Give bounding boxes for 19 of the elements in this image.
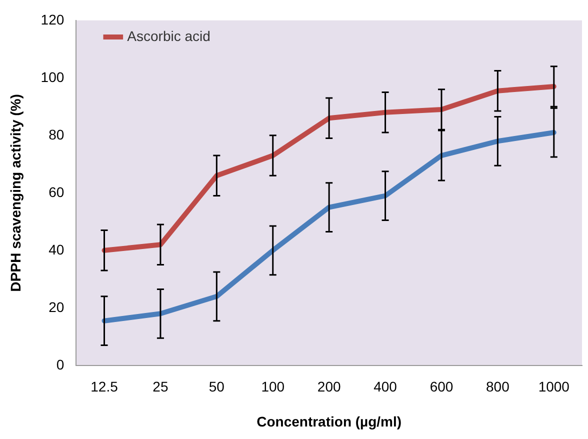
x-tick-label: 1000 <box>538 378 570 395</box>
y-tick-label: 100 <box>40 68 64 85</box>
x-tick-label: 600 <box>430 378 454 395</box>
y-tick-label: 0 <box>56 356 64 372</box>
y-tick-label: 20 <box>48 298 64 315</box>
x-tick-label: 25 <box>152 378 168 395</box>
x-tick-label: 800 <box>486 378 510 395</box>
x-axis-title: Concentration (µg/ml) <box>256 413 402 430</box>
y-tick-label: 60 <box>48 184 64 200</box>
x-tick-label: 200 <box>317 378 341 395</box>
x-tick-label: 50 <box>208 378 225 395</box>
legend-label: Ascorbic acid <box>127 28 210 44</box>
y-tick-label: 80 <box>48 126 64 142</box>
x-tick-label: 400 <box>374 378 398 395</box>
y-tick-label: 40 <box>48 241 64 258</box>
y-axis-title: DPPH scavenging activity (%) <box>7 94 24 292</box>
x-tick-label: 100 <box>261 378 285 395</box>
y-tick-label: 120 <box>40 11 64 28</box>
x-tick-label: 12.5 <box>90 378 118 395</box>
